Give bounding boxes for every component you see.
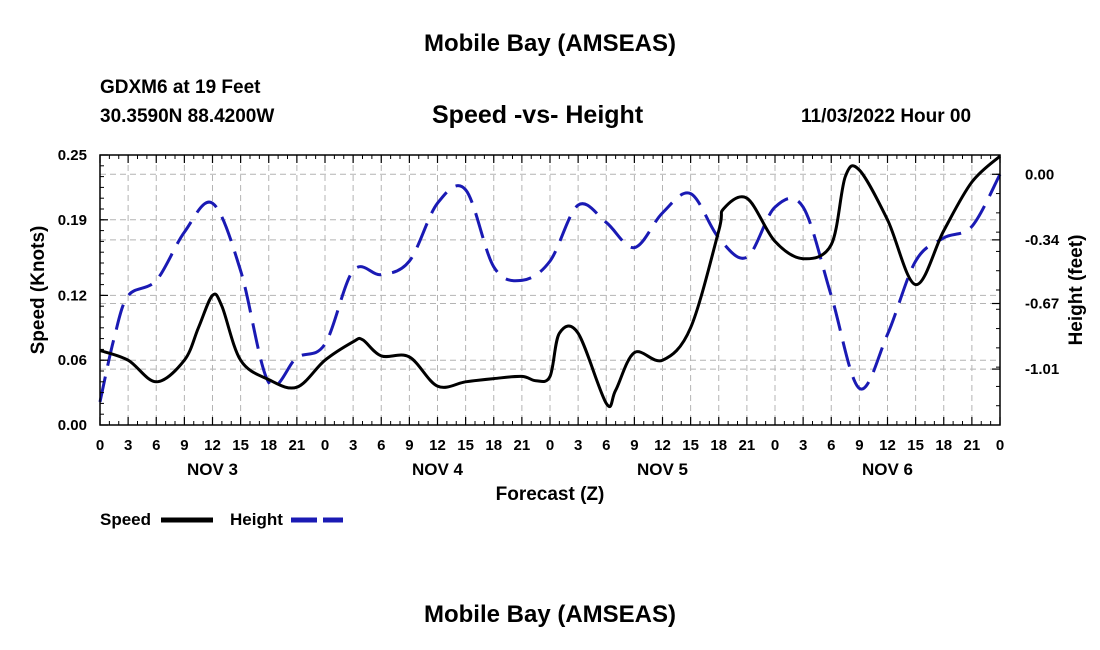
- y-tick-label: 0.06: [58, 352, 87, 369]
- x-tick-label: 0: [321, 437, 329, 454]
- x-tick-label: 3: [349, 437, 357, 454]
- coordinates-label: 30.3590N 88.4200W: [100, 106, 275, 127]
- chart-grid: [100, 155, 1000, 425]
- day-label: NOV 5: [637, 460, 688, 479]
- forecast-datetime: 11/03/2022 Hour 00: [801, 106, 972, 127]
- x-tick-label: 6: [152, 437, 160, 454]
- y-tick-label: 0.12: [58, 287, 87, 304]
- x-tick-label: 9: [180, 437, 188, 454]
- y2-tick-label: -1.01: [1025, 361, 1059, 378]
- x-tick-label: 12: [654, 437, 671, 454]
- x-tick-label: 3: [574, 437, 582, 454]
- x-axis-label: Forecast (Z): [496, 484, 605, 505]
- chart-axes: 0 3 6 9 12 15 18 21 0 3 6 9 12 15 18 21 0 3 6 9 12 15 18 21 0 3 6 9…: [28, 147, 1087, 505]
- chart-title: Speed -vs- Height: [432, 101, 644, 129]
- x-tick-label: 6: [377, 437, 385, 454]
- x-tick-label: 9: [855, 437, 863, 454]
- y2-tick-label: -0.34: [1025, 232, 1060, 249]
- x-tick-label: 0: [996, 437, 1004, 454]
- x-tick-label: 15: [907, 437, 924, 454]
- main-title: Mobile Bay (AMSEAS): [423, 30, 677, 57]
- y-tick-label: 0.19: [58, 212, 87, 229]
- day-label: NOV 4: [412, 460, 464, 479]
- day-label: NOV 6: [862, 460, 913, 479]
- series-line-speed: [99, 154, 1002, 409]
- x-tick-label: 9: [405, 437, 413, 454]
- x-tick-label: 21: [514, 437, 531, 454]
- y-tick-label: 0.00: [58, 417, 87, 434]
- series-layer: [98, 154, 1002, 409]
- x-tick-label: 21: [739, 437, 756, 454]
- x-tick-label: 0: [546, 437, 554, 454]
- x-tick-label: 12: [429, 437, 446, 454]
- x-tick-label: 0: [96, 437, 104, 454]
- station-label: GDXM6 at 19 Feet: [100, 77, 261, 98]
- y-tick-label: 0.25: [58, 147, 87, 164]
- chart-legend: Speed Height: [100, 510, 343, 529]
- x-tick-label: 9: [630, 437, 638, 454]
- series-line-height: [98, 173, 1002, 403]
- legend-label-height: Height: [230, 510, 283, 529]
- x-tick-label: 12: [204, 437, 221, 454]
- x-tick-label: 3: [124, 437, 132, 454]
- x-tick-label: 18: [710, 437, 727, 454]
- x-tick-label: 18: [485, 437, 502, 454]
- x-tick-label: 0: [771, 437, 779, 454]
- x-tick-label: 15: [457, 437, 474, 454]
- y2-tick-label: -0.67: [1025, 296, 1059, 313]
- legend-label-speed: Speed: [100, 510, 151, 529]
- x-tick-label: 21: [964, 437, 981, 454]
- y2-axis-label: Height (feet): [1066, 235, 1087, 346]
- x-tick-label: 15: [232, 437, 249, 454]
- x-tick-label: 18: [260, 437, 277, 454]
- x-tick-label: 15: [682, 437, 699, 454]
- x-tick-label: 6: [602, 437, 610, 454]
- day-label: NOV 3: [187, 460, 238, 479]
- y2-tick-label: 0.00: [1025, 166, 1054, 183]
- x-tick-label: 3: [799, 437, 807, 454]
- y-axis-label: Speed (Knots): [28, 226, 49, 355]
- x-tick-label: 18: [935, 437, 952, 454]
- x-tick-label: 6: [827, 437, 835, 454]
- x-tick-label: 12: [879, 437, 896, 454]
- bottom-title: Mobile Bay (AMSEAS): [423, 601, 677, 628]
- x-tick-label: 21: [289, 437, 306, 454]
